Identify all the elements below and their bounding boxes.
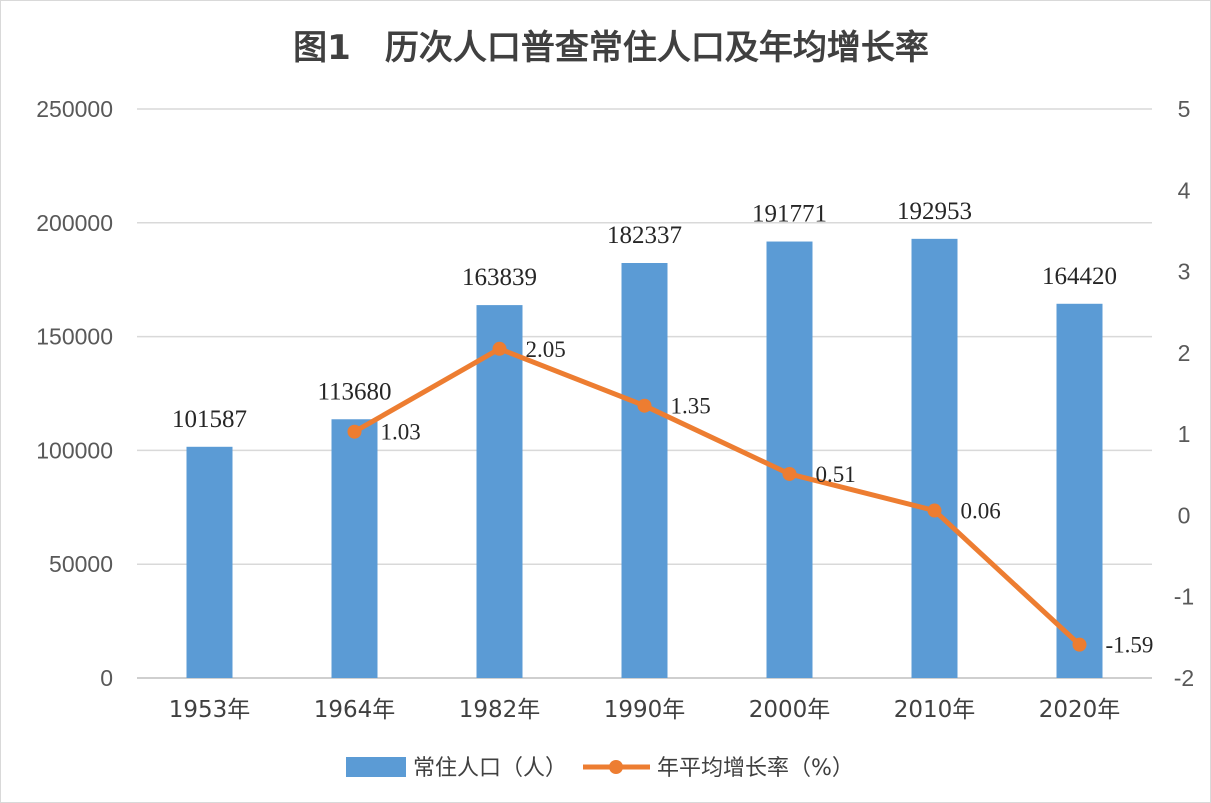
growth-rate-polyline [353, 346, 1082, 647]
growth-rate-point [347, 424, 362, 439]
left-axis-tick-label: 150000 [36, 324, 113, 350]
x-axis-tick-label: 2000年 [749, 697, 831, 723]
legend-swatch-population [346, 757, 406, 777]
population-bar-label: 164420 [1042, 263, 1117, 290]
population-bar [186, 446, 233, 678]
left-axis-tick-label: 50000 [49, 551, 113, 577]
growth-rate-point [782, 466, 797, 481]
population-bar-label: 113680 [317, 378, 391, 405]
right-axis-tick-label: 5 [1178, 96, 1191, 122]
right-axis-ticks: -2 -1 0 1 2 3 4 5 [1174, 96, 1194, 691]
x-axis-tick-label: 1953年 [169, 697, 251, 723]
left-axis-tick-label: 0 [100, 665, 113, 691]
growth-rate-labels: 1.03 2.05 1.35 0.51 0.06 -1.59 [381, 337, 1154, 658]
legend: 常住人口（人） 年平均增长率（%） [346, 756, 854, 781]
growth-rate-label: -1.59 [1106, 633, 1154, 658]
right-axis-tick-label: 3 [1178, 259, 1191, 285]
population-bar [911, 238, 958, 678]
right-axis-tick-label: -1 [1174, 584, 1194, 610]
x-axis-tick-label: 2020年 [1039, 697, 1121, 723]
left-axis-tick-label: 200000 [36, 210, 113, 236]
population-bar [766, 241, 813, 678]
growth-rate-point [492, 341, 507, 356]
legend-label-population: 常住人口（人） [413, 756, 567, 781]
population-bar-label: 101587 [172, 406, 247, 433]
population-bar [621, 263, 668, 678]
x-axis-tick-label: 1964年 [314, 697, 396, 723]
growth-rate-label: 2.05 [526, 337, 566, 362]
growth-rate-point [637, 398, 652, 413]
left-axis-tick-label: 250000 [36, 96, 113, 122]
right-axis-tick-label: 0 [1178, 502, 1191, 528]
growth-rate-label: 0.06 [961, 499, 1001, 524]
growth-rate-point [927, 503, 942, 518]
right-axis-tick-label: 1 [1178, 421, 1191, 447]
left-axis-ticks: 0 50000 100000 150000 200000 250000 [36, 96, 113, 691]
population-bar-label: 192953 [897, 198, 972, 225]
growth-rate-line [347, 341, 1087, 652]
growth-rate-label: 0.51 [816, 462, 856, 487]
right-axis-tick-label: -2 [1174, 665, 1194, 691]
population-bar [1056, 303, 1103, 678]
right-axis-tick-label: 2 [1178, 340, 1191, 366]
x-axis-ticks: 1953年 1964年 1982年 1990年 2000年 2010年 2020年 [169, 697, 1121, 723]
population-bars [186, 238, 1103, 678]
population-bar-labels: 101587 113680 163839 182337 191771 192953 1644… [172, 198, 1117, 433]
population-bar [331, 419, 378, 678]
x-axis-tick-label: 2010年 [894, 697, 976, 723]
population-bar-label: 163839 [462, 264, 537, 291]
x-axis-tick-label: 1990年 [604, 697, 686, 723]
growth-rate-label: 1.35 [671, 394, 711, 419]
right-axis-tick-label: 4 [1178, 177, 1191, 203]
population-bar-label: 191771 [752, 201, 827, 228]
legend-swatch-growth-marker [609, 760, 623, 774]
legend-label-growth: 年平均增长率（%） [657, 756, 854, 781]
population-bar [476, 305, 523, 678]
growth-rate-point [1072, 637, 1087, 652]
chart-title: 图1 历次人口普查常住人口及年均增长率 [293, 28, 929, 68]
growth-rate-label: 1.03 [381, 420, 421, 445]
population-bar-label: 182337 [607, 222, 682, 249]
left-axis-tick-label: 100000 [36, 437, 113, 463]
x-axis-tick-label: 1982年 [459, 697, 541, 723]
gridlines [137, 108, 1152, 679]
